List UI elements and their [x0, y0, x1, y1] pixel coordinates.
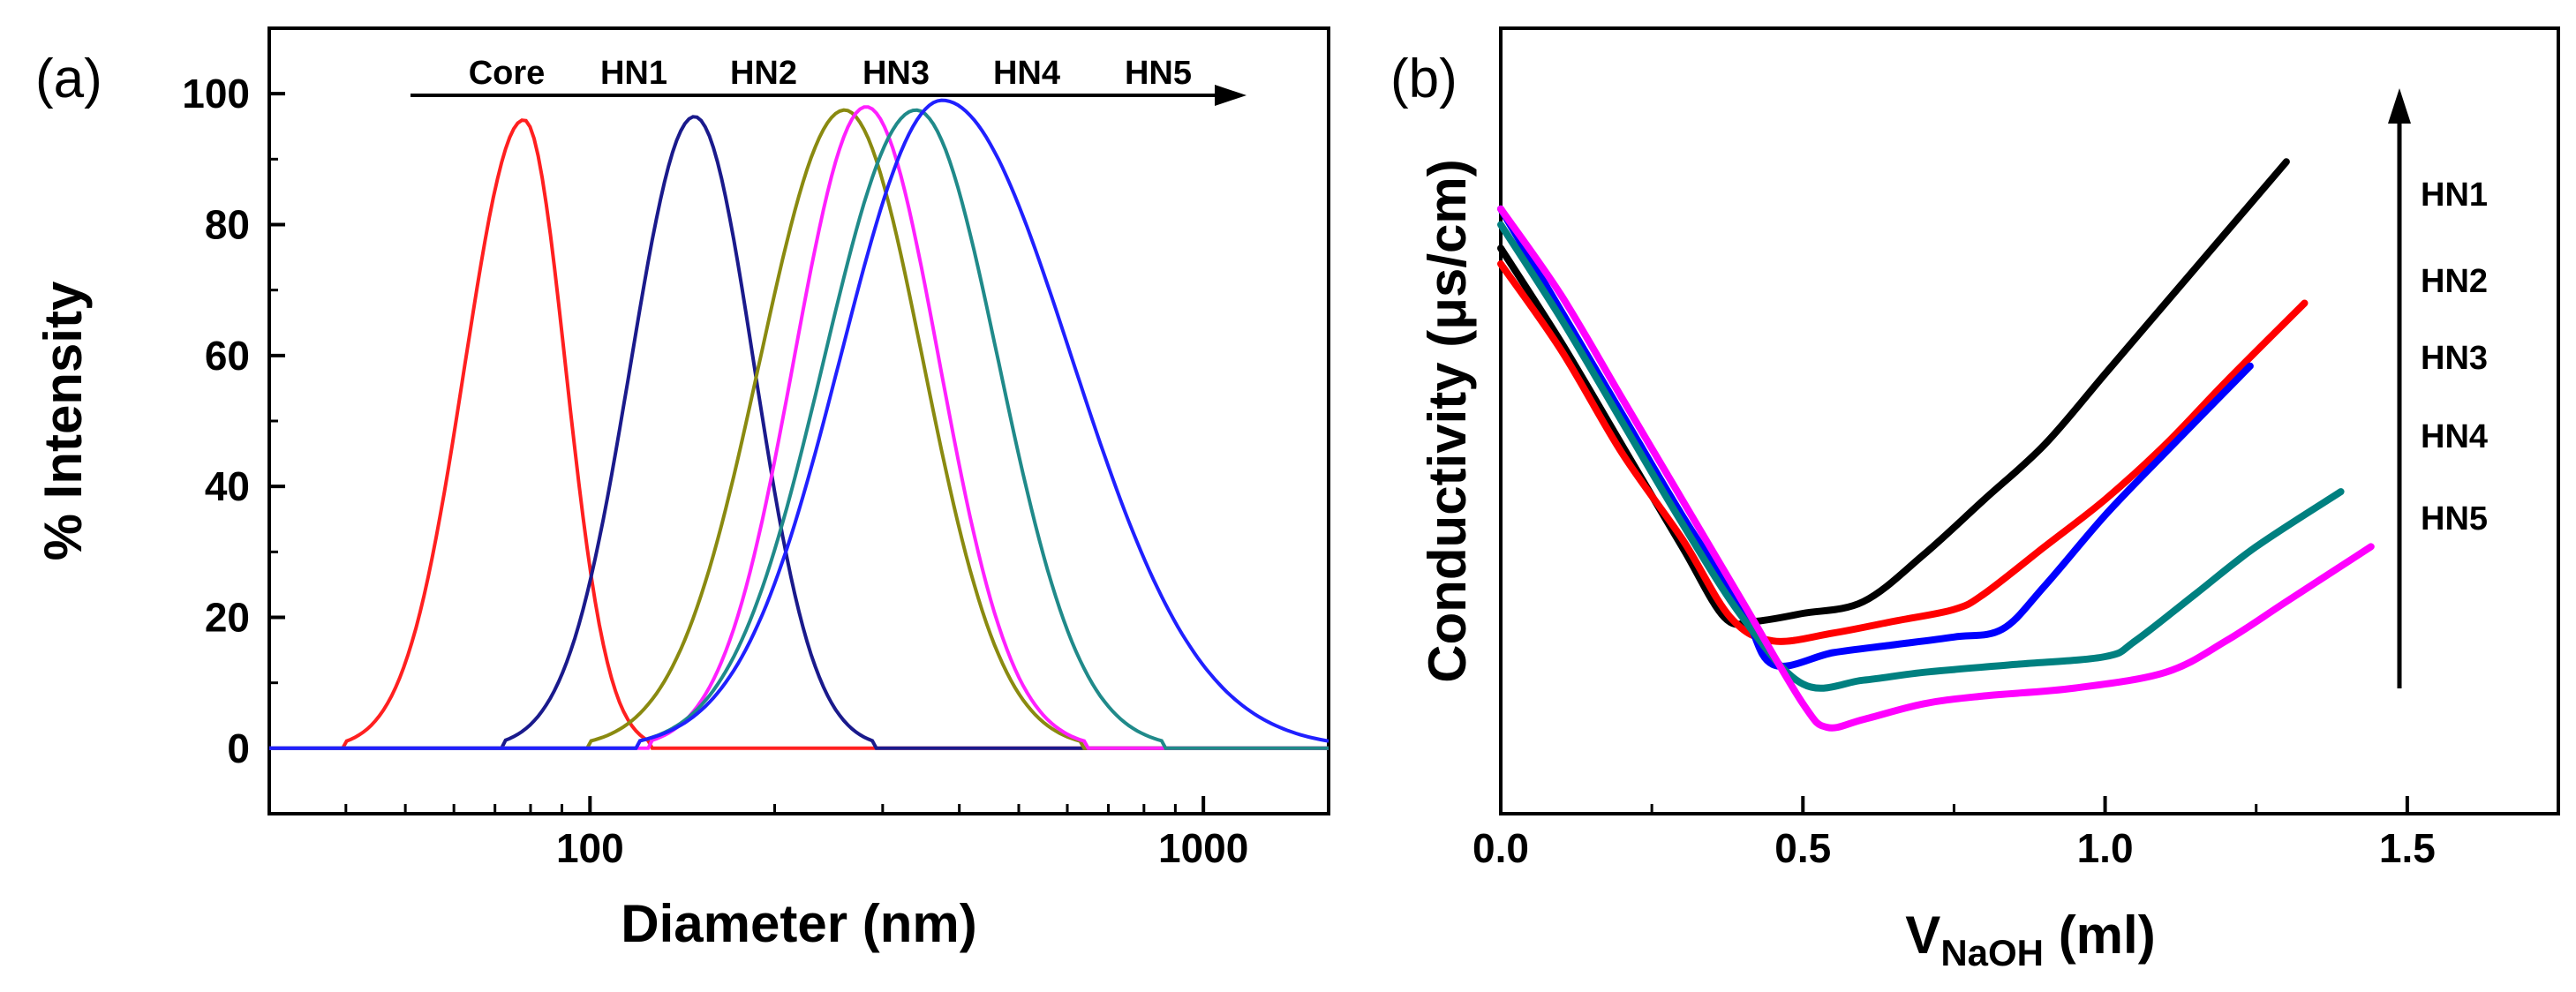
b-arrow-head	[2388, 88, 2411, 124]
b-series-hn1	[1497, 158, 2290, 628]
a-ytick-label: 0	[227, 725, 250, 771]
a-arrow-label: HN4	[993, 55, 1060, 92]
panel-b-xlabel: VNaOH (ml)	[1905, 906, 2155, 973]
panel-a-arrow: Core HN1 HN2 HN3 HN4 HN5	[411, 55, 1247, 106]
a-arrow-label: HN1	[600, 55, 667, 92]
panel-b-xlabel-sub: NaOH	[1940, 932, 2044, 973]
panel-b-ylabel: Conductivity (μs/cm)	[1418, 159, 1477, 682]
b-arrow-label: HN3	[2421, 340, 2488, 377]
b-series-hn4	[1497, 221, 2345, 692]
a-xtick-label: 100	[556, 825, 624, 871]
panel-b-arrow: HN1 HN2 HN3 HN4 HN5	[2388, 88, 2488, 688]
a-ytick-label: 20	[205, 595, 250, 641]
a-series-hn4	[269, 108, 1329, 750]
a-xtick-label: 1000	[1158, 825, 1248, 871]
a-ytick-label: 80	[205, 202, 250, 248]
b-arrow-label: HN2	[2421, 263, 2488, 300]
panel-a-xlabel: Diameter (nm)	[621, 894, 976, 953]
panel-b-xlabel-main: V	[1905, 906, 1940, 965]
b-arrow-label: HN4	[2421, 418, 2488, 455]
panel-a-curves	[269, 98, 1329, 750]
a-series-core	[269, 118, 1329, 750]
panel-a-ylabel: % Intensity	[34, 281, 93, 560]
a-ytick-label: 60	[205, 333, 250, 379]
b-series-hn2	[1497, 260, 2309, 645]
a-series-hn3	[269, 105, 1329, 750]
a-ytick-label: 100	[182, 71, 250, 116]
panel-b: (b) 0.0 0.5 1.0 1.5 HN1 HN2 HN3 HN4 HN5 VNaOH (…	[1390, 26, 2560, 973]
b-arrow-label: HN1	[2421, 177, 2488, 214]
b-xtick-label: 1.5	[2379, 825, 2436, 871]
a-ytick-label: 40	[205, 463, 250, 509]
a-arrow-head	[1215, 85, 1247, 106]
b-xtick-label: 0.5	[1774, 825, 1831, 871]
b-xtick-label: 1.0	[2077, 825, 2134, 871]
panel-a-frame	[267, 26, 1330, 815]
a-series-hn2	[269, 108, 1329, 750]
panel-b-curves	[1497, 158, 2375, 732]
a-arrow-label: HN3	[862, 55, 930, 92]
panel-a: (a) 0 20 40 60 80 100 100 1000 Core HN1 HN2 HN3 HN4…	[34, 26, 1330, 953]
panel-b-xlabel-unit: (ml)	[2044, 906, 2156, 965]
panel-b-label: (b)	[1390, 49, 1457, 109]
b-series-hn3	[1497, 205, 2254, 670]
panel-b-frame	[1499, 26, 2560, 815]
a-arrow-label: HN5	[1125, 55, 1192, 92]
panel-a-label: (a)	[35, 49, 102, 109]
a-arrow-label: Core	[469, 55, 546, 92]
panel-a-ticks: 0 20 40 60 80 100 100 1000	[182, 26, 1248, 871]
a-series-hn5	[269, 98, 1329, 750]
panel-b-ticks: 0.0 0.5 1.0 1.5	[1473, 796, 2436, 871]
b-series-hn5	[1497, 205, 2375, 732]
b-xtick-label: 0.0	[1473, 825, 1529, 871]
a-arrow-label: HN2	[730, 55, 797, 92]
b-arrow-label: HN5	[2421, 500, 2488, 537]
a-series-hn1	[269, 115, 1329, 750]
